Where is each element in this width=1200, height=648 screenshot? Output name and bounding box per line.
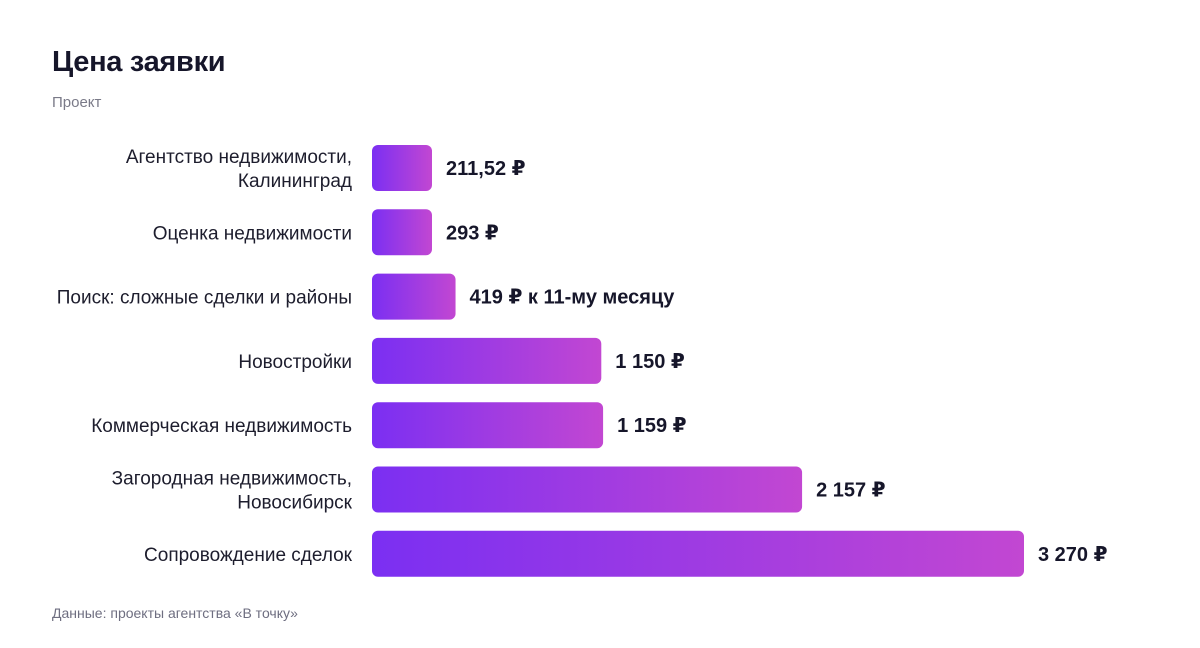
value-label-2: 293 ₽ [446, 222, 499, 244]
category-label-7: Сопровождение сделок [144, 545, 353, 566]
bar-1 [372, 145, 432, 191]
value-label-4: 1 150 ₽ [615, 351, 685, 373]
category-label-3: Поиск: сложные сделки и районы [57, 288, 352, 309]
data-source-note: Данные: проекты агентства «В точку» [52, 605, 298, 621]
value-label-6: 2 157 ₽ [816, 480, 886, 502]
chart-subtitle: Проект [52, 94, 102, 111]
bar-2 [372, 209, 432, 256]
bar-5 [372, 402, 604, 449]
value-label-3: 419 ₽ к 11-му месяцу [470, 287, 676, 309]
bars-group: Агентство недвижимости, Калининград 211,52… [57, 145, 1108, 577]
category-label-4: Новостройки [238, 352, 352, 373]
category-label-2: Оценка недвижимости [153, 223, 352, 244]
category-label-5: Коммерческая недвижимость [91, 416, 352, 437]
value-label-1: 211,52 ₽ [446, 158, 526, 180]
value-label-5: 1 159 ₽ [617, 415, 687, 437]
bar-4 [372, 337, 602, 384]
value-label-7: 3 270 ₽ [1038, 544, 1108, 566]
bar-7 [372, 530, 1024, 577]
bar-6 [372, 466, 803, 513]
bar-3 [372, 273, 456, 320]
category-label-6: Загородная недвижимость, Новосибирск [112, 469, 353, 514]
category-label-1: Агентство недвижимости, Калининград [126, 147, 352, 192]
chart-title: Цена заявки [52, 46, 226, 78]
